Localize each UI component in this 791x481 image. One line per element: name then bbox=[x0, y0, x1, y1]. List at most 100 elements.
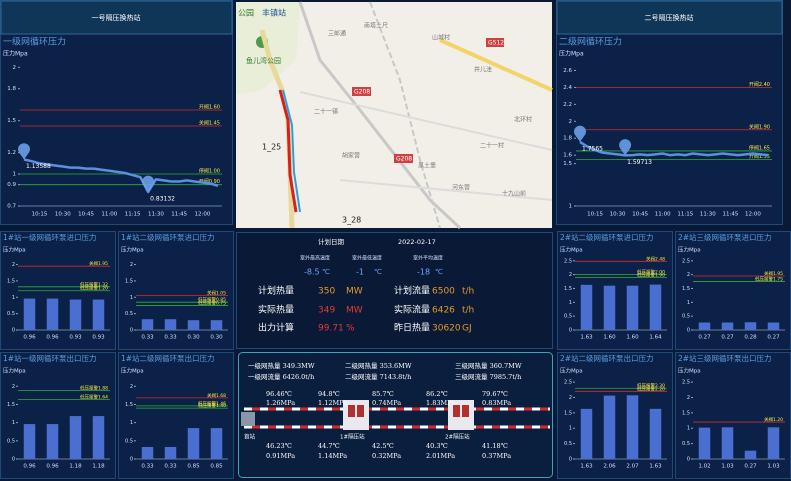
return-pressure: 0.37MPa bbox=[482, 452, 511, 460]
x-tick-label: 12:00 bbox=[195, 212, 211, 218]
y-tick-label: 0.5 bbox=[564, 441, 572, 447]
y-tick-label: 1 bbox=[13, 172, 17, 178]
stat-unit: % bbox=[346, 324, 355, 334]
y-tick-label: 0 bbox=[130, 457, 133, 463]
station-icon bbox=[241, 412, 255, 426]
map-label: G208 bbox=[396, 156, 412, 163]
map-label: 十九山前 bbox=[502, 190, 526, 198]
data-label: 0.30 bbox=[187, 335, 200, 341]
data-label: 1.60 bbox=[603, 335, 616, 341]
bar bbox=[649, 408, 662, 459]
road-badge bbox=[394, 154, 413, 163]
data-label: 0.93 bbox=[69, 335, 82, 341]
map-label: 井儿洼 bbox=[474, 66, 492, 74]
map-label: 南塔土尺 bbox=[364, 22, 388, 30]
supply-temp: 79.67℃ bbox=[482, 390, 508, 398]
bar bbox=[626, 285, 639, 330]
y-tick-label: 0.5 bbox=[682, 441, 690, 447]
map-label: G512 bbox=[488, 40, 504, 47]
supply-temp: 85.7℃ bbox=[372, 390, 394, 398]
stat-value: 99.71 bbox=[318, 324, 344, 334]
stat-unit: GJ bbox=[462, 324, 472, 334]
return-pressure: 2.01MPa bbox=[426, 452, 455, 460]
map-label: G208 bbox=[354, 89, 370, 96]
data-label: 1.63 bbox=[580, 464, 593, 470]
data-pin bbox=[18, 143, 30, 160]
panel bbox=[238, 352, 553, 478]
threshold-label: 关阀1.90 bbox=[749, 123, 770, 130]
threshold-label: 低压报警2.20 bbox=[637, 385, 665, 392]
stat-unit: t/h bbox=[462, 287, 474, 297]
map-label: 胡家营 bbox=[342, 152, 360, 160]
y-tick-label: 1.5 bbox=[125, 402, 133, 408]
pipeline-total: 一级网流量 6426.0t/h bbox=[248, 372, 314, 381]
map-label: 山城村 bbox=[432, 34, 450, 42]
y-tick-label: 0.5 bbox=[564, 314, 572, 320]
y-tick-label: 0.5 bbox=[7, 438, 15, 444]
data-label: 0.93 bbox=[92, 335, 105, 341]
stat-unit: MW bbox=[346, 306, 363, 316]
y-tick-label: 2.6 bbox=[563, 68, 572, 74]
y-tick-label: 1.5 bbox=[682, 410, 690, 416]
return-pressure: 0.91MPa bbox=[266, 452, 295, 460]
data-label: 1.60 bbox=[626, 335, 639, 341]
stat-label: 实际热量 bbox=[258, 304, 294, 316]
panel-header-title: 一号隔压换热站 bbox=[92, 13, 141, 22]
y-tick-label: 1 bbox=[687, 300, 690, 306]
y-axis-label: 压力Mpa bbox=[678, 367, 701, 375]
panel-header bbox=[0, 0, 233, 35]
threshold-label: 低压报警0.75 bbox=[198, 299, 226, 306]
supply-pressure: 1.26MPa bbox=[266, 399, 295, 407]
stat-value: 30620 bbox=[432, 324, 461, 334]
y-tick-label: 0.9 bbox=[7, 182, 16, 188]
data-label: 0.85 bbox=[187, 464, 200, 470]
data-pin bbox=[619, 139, 632, 156]
y-tick-label: 2.5 bbox=[682, 380, 690, 386]
x-tick-label: 10:45 bbox=[632, 212, 648, 218]
threshold-label: 关阀1.68 bbox=[207, 392, 226, 399]
bar bbox=[141, 447, 154, 459]
x-tick-label: 11:30 bbox=[700, 212, 716, 218]
bar bbox=[721, 427, 734, 459]
map-label: 二十一镇 bbox=[314, 108, 338, 116]
data-label: 1.18 bbox=[92, 464, 105, 470]
y-tick-label: 2 bbox=[12, 384, 15, 390]
x-tick-label: 11:00 bbox=[655, 212, 671, 218]
threshold-label: 低压报警1.75 bbox=[755, 276, 783, 283]
y-tick-label: 1 bbox=[569, 426, 572, 432]
threshold-label: 低压报警1.20 bbox=[80, 285, 108, 292]
data-label: 0.96 bbox=[46, 335, 59, 341]
x-tick-label: 11:15 bbox=[125, 212, 141, 218]
data-label: 1.63 bbox=[649, 464, 662, 470]
y-axis-label: 压力Mpa bbox=[121, 367, 144, 375]
data-label: 1.7565 bbox=[582, 145, 603, 152]
data-label: 2.07 bbox=[626, 464, 639, 470]
y-axis-label: 压力Mpa bbox=[678, 246, 701, 254]
bar bbox=[92, 416, 105, 459]
stat-unit: MW bbox=[346, 287, 363, 297]
y-tick-label: 2 bbox=[12, 262, 15, 268]
road bbox=[299, 91, 553, 151]
road bbox=[298, 1, 462, 230]
y-tick-label: 0.5 bbox=[682, 314, 690, 320]
y-tick-label: 1.5 bbox=[7, 118, 16, 124]
x-tick-label: 10:15 bbox=[32, 212, 48, 218]
y-tick-label: 1 bbox=[569, 204, 573, 210]
station-label: 2#隔压站 bbox=[445, 433, 470, 441]
x-tick-label: 11:45 bbox=[722, 212, 738, 218]
map-label: 河东营 bbox=[452, 184, 470, 192]
temp-unit: ℃ bbox=[322, 268, 330, 276]
pipeline-diagram bbox=[241, 400, 550, 430]
bar bbox=[187, 428, 200, 459]
station-icon bbox=[448, 400, 474, 430]
y-tick-label: 2.5 bbox=[564, 258, 572, 264]
y-axis-label: 压力Mpa bbox=[560, 246, 583, 254]
station-icon bbox=[462, 405, 469, 417]
temp-label: 室外最低温度 bbox=[352, 255, 382, 262]
y-tick-label: 1 bbox=[12, 295, 15, 301]
y-tick-label: 0 bbox=[687, 457, 690, 463]
temp-value: -8.5 bbox=[304, 268, 320, 277]
stat-value: 6500 bbox=[432, 287, 455, 297]
data-label: 1.18 bbox=[69, 464, 82, 470]
x-tick-label: 11:15 bbox=[677, 212, 693, 218]
